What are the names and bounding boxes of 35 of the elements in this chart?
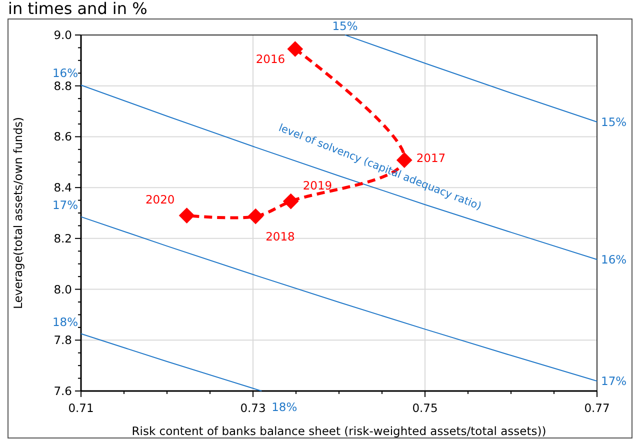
annotation: 18% [272, 400, 298, 414]
y-tick-label: 8.0 [54, 282, 72, 296]
x-tick-label: 0.75 [412, 401, 438, 415]
annotation: 2016 [256, 52, 286, 66]
annotation: 17% [52, 198, 78, 212]
chart-title: in times and in % [8, 0, 148, 18]
line-series [344, 34, 598, 122]
line-series [80, 216, 598, 382]
annotation: 2018 [266, 229, 295, 244]
y-tick-label: 8.2 [54, 231, 72, 246]
annotation: 18% [52, 314, 78, 329]
y-axis-title: Leverage(total assets/own funds) [11, 116, 25, 310]
y-tick-label: 9.0 [54, 28, 72, 42]
line-series [80, 84, 598, 260]
x-axis-title: Risk content of banks balance sheet (risk-weighted assets/total assets)) [132, 424, 546, 438]
point [178, 208, 195, 224]
annotation: 2017 [416, 151, 446, 166]
annotation: 15% [601, 114, 627, 129]
x-tick-label: 0.77 [584, 401, 610, 415]
point [287, 41, 304, 57]
y-tick-label: 8.4 [54, 180, 72, 195]
annotation: 16% [52, 66, 78, 80]
point [282, 193, 299, 210]
annotation: 2019 [302, 178, 332, 192]
annotation: 15% [332, 19, 358, 33]
x-tick-label: 0.73 [240, 401, 266, 415]
y-tick-label: 8.8 [54, 78, 72, 93]
annotation: 17% [601, 374, 627, 388]
annotation: 2020 [146, 192, 175, 207]
y-tick-label: 8.6 [54, 130, 72, 144]
y-tick-label: 7.6 [54, 384, 72, 398]
point [248, 208, 264, 224]
x-tick-label: 0.71 [68, 401, 94, 415]
y-tick-label: 7.8 [54, 333, 72, 348]
annotation: 16% [601, 252, 627, 267]
